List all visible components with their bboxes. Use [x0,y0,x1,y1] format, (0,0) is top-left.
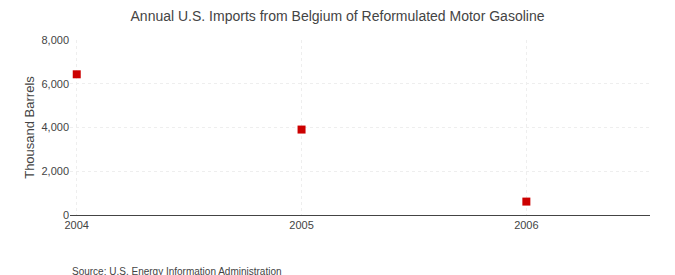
svg-text:2005: 2005 [289,219,313,231]
svg-text:8,000: 8,000 [41,34,69,46]
svg-text:2,000: 2,000 [41,165,69,177]
svg-text:4,000: 4,000 [41,121,69,133]
svg-text:6,000: 6,000 [41,78,69,90]
svg-text:2004: 2004 [64,219,88,231]
svg-text:Thousand Barrels: Thousand Barrels [22,76,37,179]
svg-text:0: 0 [63,209,69,221]
svg-text:Annual U.S. Imports from Belgi: Annual U.S. Imports from Belgium of Refo… [131,8,545,24]
svg-text:Source: U.S. Energy Informatio: Source: U.S. Energy Information Administ… [72,266,282,275]
svg-text:2006: 2006 [514,219,538,231]
